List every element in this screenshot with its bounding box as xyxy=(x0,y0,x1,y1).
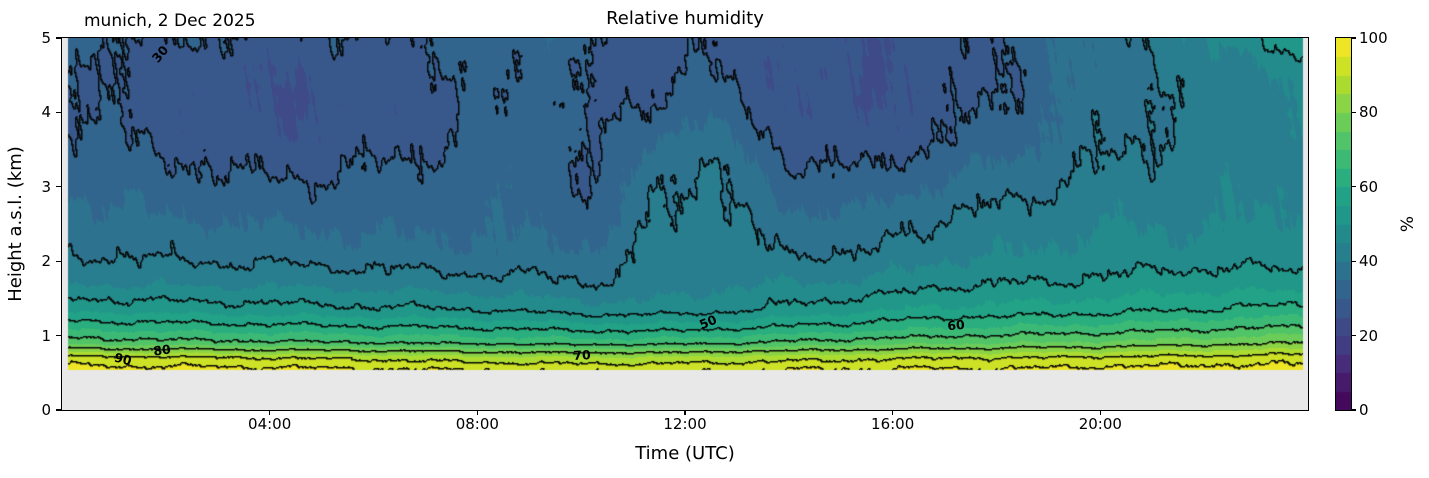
y-tick-label: 3 xyxy=(41,177,51,196)
y-tick-mark xyxy=(56,260,62,262)
colorbar-tick-label: 0 xyxy=(1359,401,1369,419)
x-tick-mark xyxy=(1099,410,1102,415)
x-tick-mark xyxy=(268,410,271,415)
contour-line-label: 80 xyxy=(152,341,172,359)
y-tick-label: 2 xyxy=(41,252,51,271)
plot-title: Relative humidity xyxy=(606,8,764,29)
colorbar-tick-label: 100 xyxy=(1359,29,1388,47)
colorbar-tick-mark xyxy=(1351,260,1356,262)
y-tick-label: 4 xyxy=(41,103,51,122)
y-tick-mark xyxy=(56,409,62,411)
x-tick-mark xyxy=(891,410,894,415)
colorbar-unit-label: % xyxy=(1398,215,1418,233)
x-tick-label: 20:00 xyxy=(1078,415,1122,433)
x-axis-label: Time (UTC) xyxy=(635,443,735,464)
colorbar-tick-mark xyxy=(1351,37,1356,39)
colorbar-tick-label: 80 xyxy=(1359,103,1379,122)
colorbar-tick-mark xyxy=(1351,186,1356,188)
y-tick-label: 5 xyxy=(41,29,51,47)
colorbar-tick-label: 20 xyxy=(1359,326,1379,345)
y-tick-label: 0 xyxy=(41,401,51,419)
colorbar-tick-mark xyxy=(1351,334,1356,337)
y-tick-mark xyxy=(56,334,62,337)
humidity-field-canvas xyxy=(62,38,1308,410)
x-tick-label: 08:00 xyxy=(455,415,499,433)
colorbar-canvas xyxy=(1336,38,1351,410)
x-tick-label: 04:00 xyxy=(248,415,292,433)
y-tick-mark xyxy=(56,37,62,39)
colorbar-tick-label: 40 xyxy=(1359,252,1379,271)
colorbar-tick-mark xyxy=(1351,409,1356,411)
x-tick-mark xyxy=(476,410,479,415)
y-axis-label: Height a.s.l. (km) xyxy=(5,146,26,302)
colorbar-tick-mark xyxy=(1351,111,1356,114)
colorbar-tick-label: 60 xyxy=(1359,177,1379,196)
contour-line-label: 60 xyxy=(946,316,966,334)
y-tick-label: 1 xyxy=(41,326,51,345)
x-tick-label: 16:00 xyxy=(871,415,915,433)
x-tick-mark xyxy=(684,410,686,415)
plot-annotation: munich, 2 Dec 2025 xyxy=(84,11,256,31)
x-tick-label: 12:00 xyxy=(663,415,707,433)
y-tick-mark xyxy=(56,186,62,188)
y-tick-mark xyxy=(56,111,62,114)
contour-line-label: 70 xyxy=(573,346,592,363)
